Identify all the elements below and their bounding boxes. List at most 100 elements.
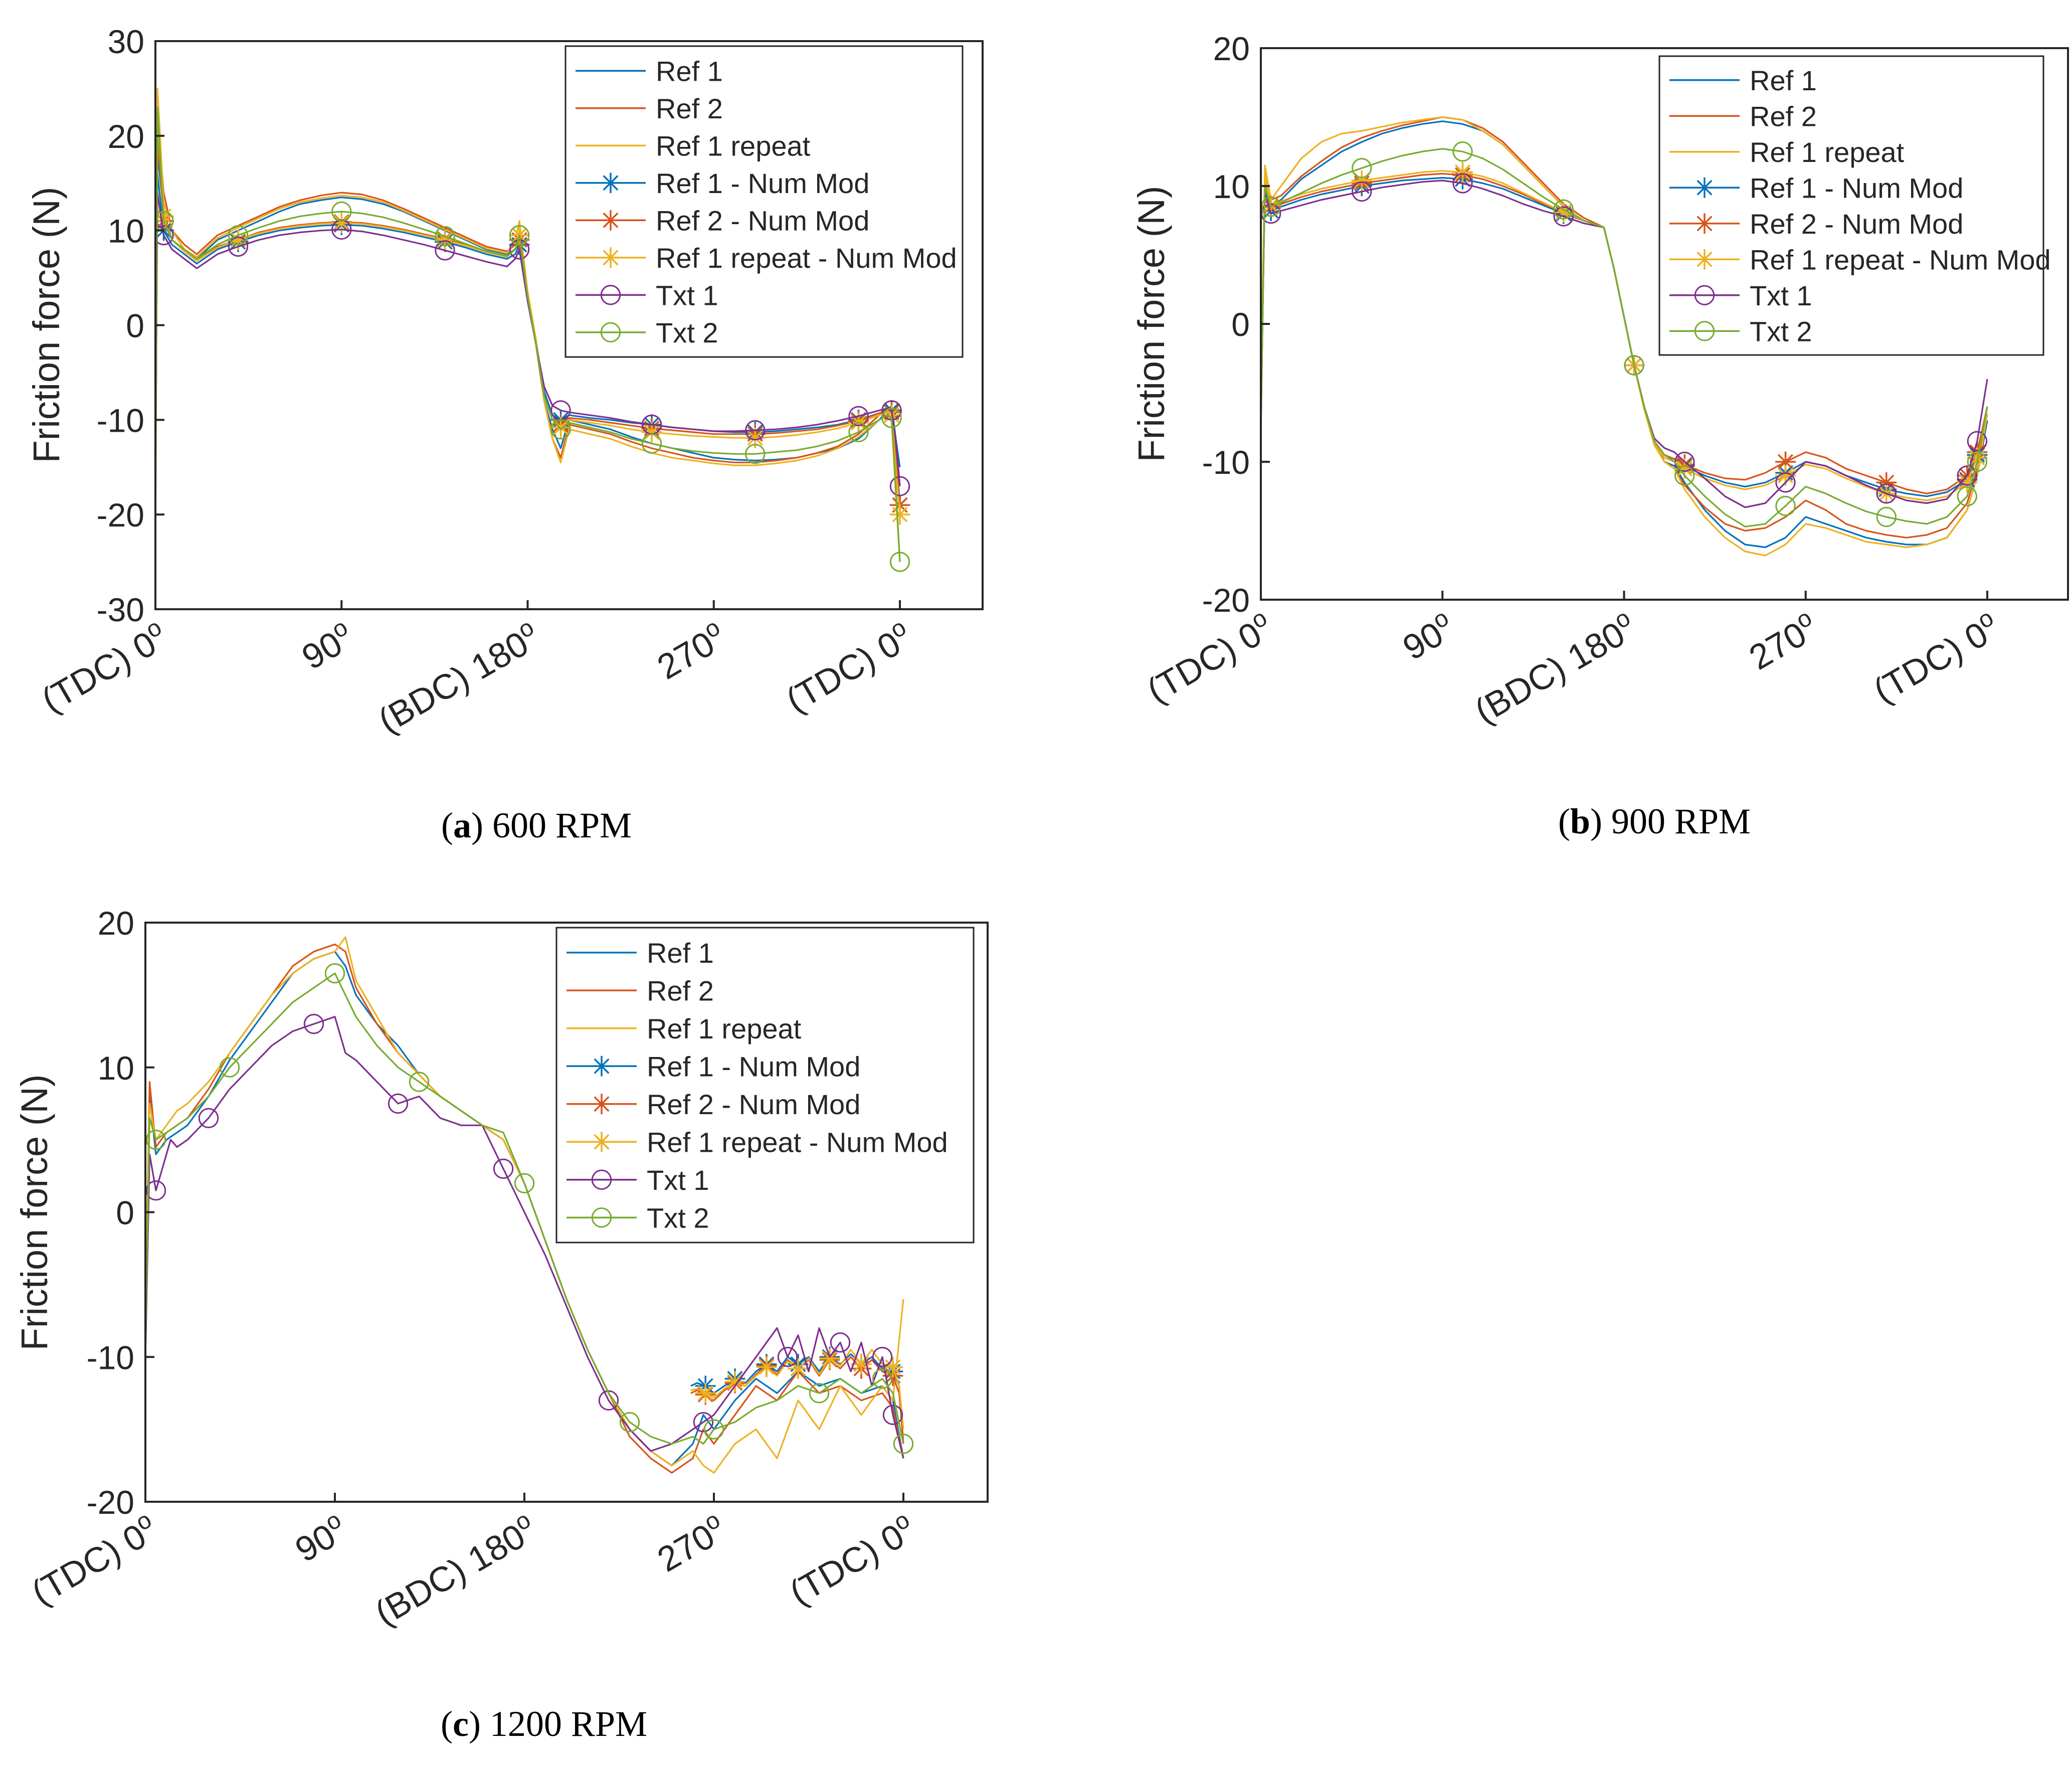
legend-entry: Ref 1 - Num Mod (576, 167, 869, 199)
y-tick-label: 0 (116, 1194, 134, 1231)
legend-entry: Ref 1 repeat - Num Mod (567, 1126, 948, 1158)
legend-entry: Ref 1 (567, 937, 714, 969)
data-point (1352, 181, 1372, 202)
data-point (889, 552, 910, 572)
data-point (1876, 483, 1897, 504)
legend-entry: Ref 1 repeat - Num Mod (576, 242, 957, 274)
series-ref-1-repeat-num-mod (690, 1348, 904, 1430)
legend-label: Ref 2 - Num Mod (1750, 208, 1963, 240)
data-point (641, 422, 662, 443)
legend-label: Txt 1 (1750, 280, 1812, 311)
y-tick-label: 20 (108, 118, 144, 155)
legend-label: Ref 2 - Num Mod (656, 205, 869, 236)
legend-box (564, 45, 964, 358)
legend-marker (600, 172, 621, 194)
data-point (724, 1371, 745, 1392)
data-point (1452, 141, 1473, 162)
data-point (409, 1072, 430, 1092)
data-point (493, 1158, 514, 1179)
legend: Ref 1 Ref 2 Ref 1 repeat Ref 1 - Num Mod Ref… (564, 45, 964, 358)
data-point (1957, 486, 1977, 506)
data-point (303, 1013, 324, 1034)
legend-entry: Txt 1 (567, 1164, 709, 1196)
legend-label: Ref 1 - Num Mod (647, 1050, 860, 1082)
caption-letter: c (453, 1704, 469, 1744)
data-point (1352, 158, 1372, 179)
data-point (882, 1404, 903, 1425)
data-point (1553, 206, 1574, 227)
legend-box (1658, 55, 2044, 356)
y-tick-label: -10 (97, 402, 144, 439)
legend-entry: Ref 1 (1669, 65, 1817, 96)
caption-text: 1200 RPM (481, 1704, 647, 1744)
legend-label: Ref 1 - Num Mod (656, 167, 869, 199)
data-point (598, 1390, 619, 1411)
legend-marker (600, 210, 621, 231)
legend-entry: Ref 1 repeat - Num Mod (1669, 244, 2051, 275)
data-point (703, 1419, 724, 1440)
data-point (514, 1173, 535, 1193)
legend-label: Txt 2 (647, 1202, 709, 1233)
legend-label: Txt 1 (656, 279, 718, 311)
data-point (324, 963, 345, 984)
legend-label: Ref 1 repeat (647, 1013, 802, 1044)
y-tick-label: 20 (98, 905, 134, 942)
data-point (388, 1093, 409, 1114)
y-tick-label: -10 (1202, 444, 1250, 481)
data-point (1876, 472, 1897, 493)
legend: Ref 1 Ref 2 Ref 1 repeat Ref 1 - Num Mod Ref… (555, 927, 975, 1244)
data-point (1452, 173, 1473, 194)
legend-entry: Ref 2 (576, 93, 723, 124)
series-line-txt-1 (145, 1016, 904, 1459)
data-point (777, 1347, 798, 1367)
data-point (745, 444, 766, 464)
legend-marker (591, 1055, 612, 1077)
data-point (889, 476, 910, 496)
y-tick-label: -20 (1202, 582, 1250, 619)
data-point (1553, 199, 1574, 220)
series-line-ref-1-repeat-num-mod (155, 116, 901, 515)
data-point (619, 1411, 640, 1433)
data-point (550, 419, 571, 440)
data-point (509, 225, 530, 246)
y-tick-label: -30 (97, 591, 144, 628)
caption-letter: b (1570, 801, 1590, 841)
legend-marker (591, 1131, 612, 1152)
y-axis-label: Friction force (N) (14, 1075, 55, 1351)
data-point (893, 1434, 914, 1454)
series-line-ref-1-repeat (145, 936, 904, 1474)
data-point (1876, 506, 1897, 527)
series-txt-2 (145, 963, 914, 1454)
data-point (809, 1383, 830, 1403)
data-point (693, 1411, 714, 1433)
legend-marker (1694, 285, 1715, 305)
data-point (830, 1332, 851, 1353)
legend-entry: Txt 2 (567, 1202, 709, 1233)
legend-entry: Ref 1 repeat (576, 130, 811, 161)
y-tick-label: -20 (97, 496, 144, 534)
data-point (1967, 451, 1988, 472)
legend-entry: Txt 2 (1669, 315, 1812, 347)
data-point (331, 201, 352, 222)
caption-text: 900 RPM (1602, 801, 1751, 841)
legend-label: Ref 2 (647, 975, 714, 1006)
data-point (1452, 162, 1473, 183)
data-point (228, 225, 249, 246)
legend-marker (591, 1094, 612, 1115)
y-tick-label: 0 (126, 307, 144, 344)
series-ref-1-repeat (145, 936, 904, 1474)
legend-label: Ref 1 repeat (656, 130, 811, 161)
series-txt-1 (145, 1013, 904, 1459)
caption: (a) 600 RPM (441, 805, 632, 845)
series-txt-2 (1261, 141, 1988, 527)
data-point (1775, 495, 1796, 516)
caption-letter: a (453, 805, 471, 845)
data-point (848, 406, 869, 426)
data-point (1624, 355, 1644, 376)
series-line-txt-2 (145, 972, 904, 1445)
legend-label: Txt 2 (1750, 315, 1812, 347)
legend-label: Ref 1 repeat - Num Mod (1750, 244, 2051, 275)
legend-label: Ref 2 (656, 93, 723, 124)
data-point (145, 1129, 166, 1150)
